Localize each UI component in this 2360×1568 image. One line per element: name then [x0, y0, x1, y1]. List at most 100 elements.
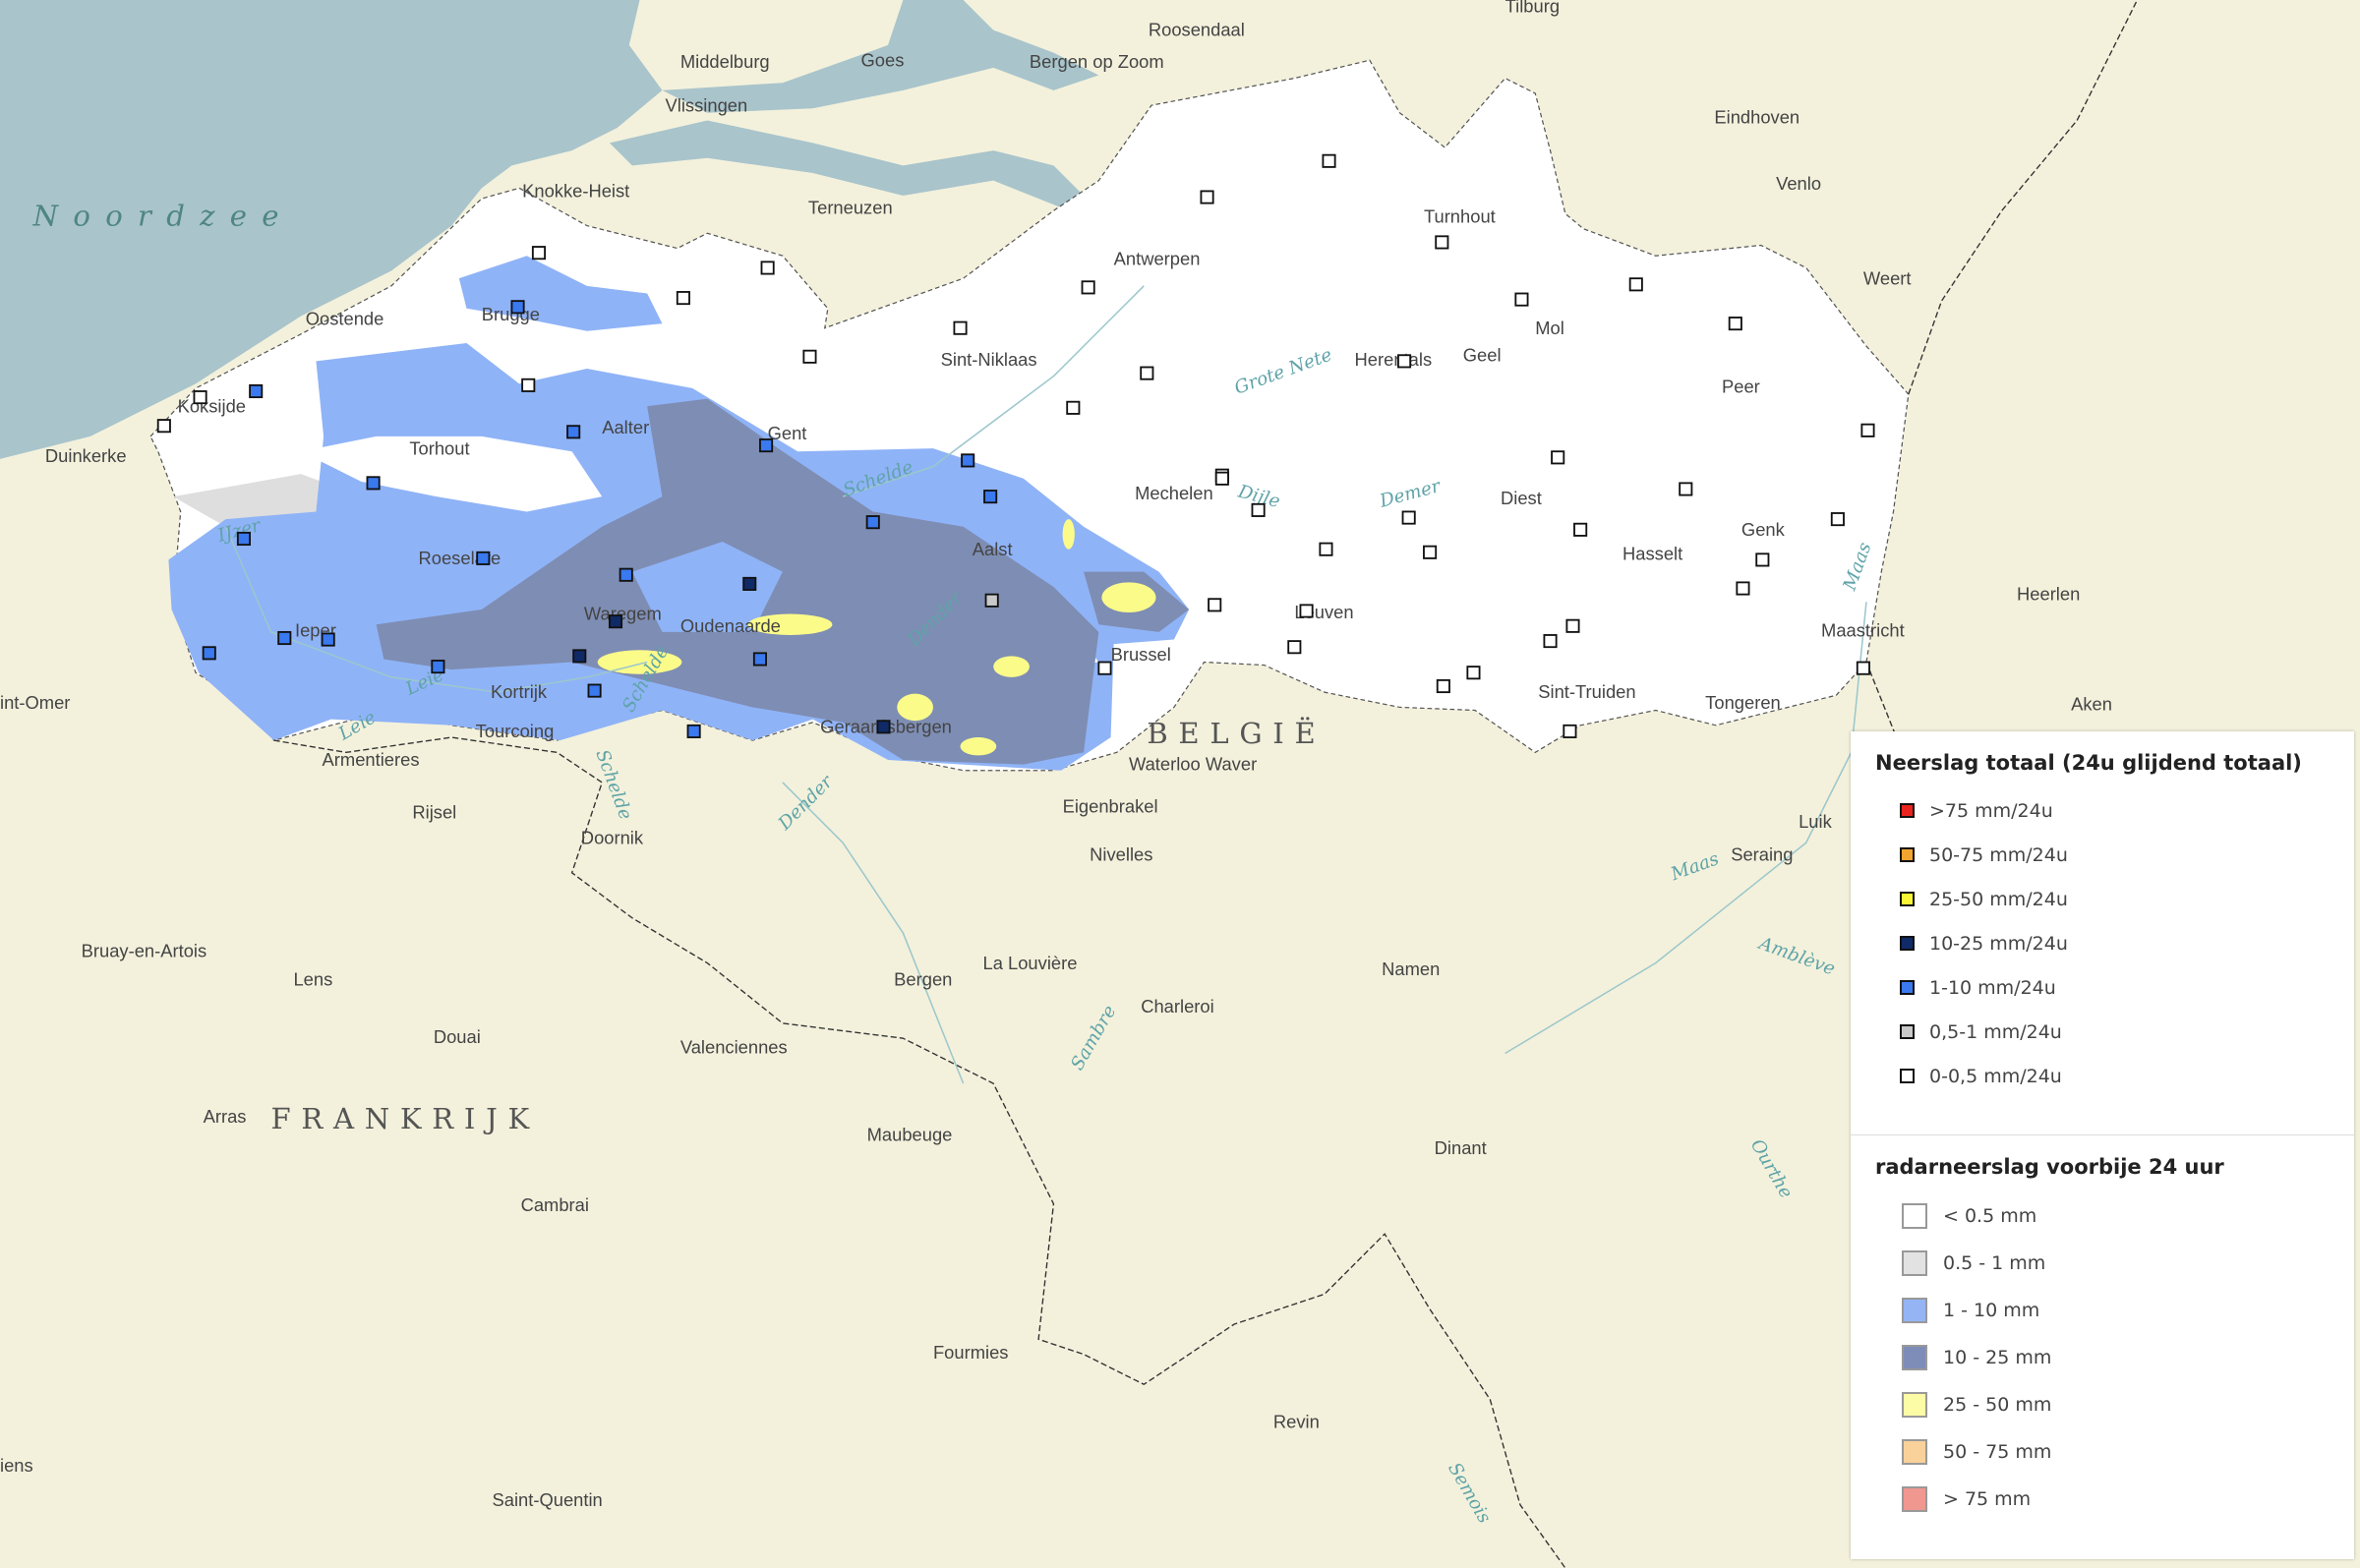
- gauge-station-marker[interactable]: [1097, 661, 1112, 675]
- gauge-station-marker[interactable]: [1066, 400, 1081, 415]
- gauge-station-marker[interactable]: [1628, 277, 1643, 292]
- city-label: Peer: [1722, 377, 1760, 397]
- gauge-station-marker[interactable]: [366, 476, 381, 491]
- gauge-station-marker[interactable]: [1251, 502, 1266, 517]
- gauge-station-marker[interactable]: [1728, 317, 1742, 331]
- gauge-station-marker[interactable]: [961, 453, 975, 468]
- gauge-station-marker[interactable]: [566, 425, 581, 439]
- city-label: Tourcoing: [476, 721, 555, 741]
- radar-legend: radarneerslag voorbije 24 uur < 0.5 mm 0.…: [1851, 1135, 2354, 1523]
- gauge-station-marker[interactable]: [321, 632, 335, 647]
- gauge-station-marker[interactable]: [193, 390, 207, 405]
- city-label: Aken: [2071, 693, 2112, 714]
- city-label: Bergen: [894, 969, 952, 990]
- gauge-station-marker[interactable]: [1299, 604, 1314, 618]
- rivers: [224, 285, 1867, 1084]
- city-label: Fourmies: [933, 1342, 1009, 1363]
- gauge-station-marker[interactable]: [587, 683, 602, 698]
- gauge-station-marker[interactable]: [865, 515, 880, 530]
- city-label: Mechelen: [1135, 483, 1213, 503]
- gauge-station-marker[interactable]: [608, 614, 623, 629]
- gauge-station-marker[interactable]: [1543, 634, 1558, 649]
- gauge-station-marker[interactable]: [686, 724, 701, 738]
- city-label: Vlissingen: [666, 94, 748, 115]
- gauge-station-marker[interactable]: [1573, 522, 1588, 537]
- gauge-station-marker[interactable]: [1200, 190, 1214, 204]
- gauge-station-marker[interactable]: [531, 246, 546, 261]
- gauge-station-marker[interactable]: [1435, 235, 1449, 250]
- gauge-station-marker[interactable]: [1081, 280, 1095, 295]
- gauge-station-marker[interactable]: [876, 720, 891, 734]
- city-label: Antwerpen: [1114, 248, 1201, 268]
- gauge-station-marker[interactable]: [742, 576, 757, 591]
- city-label: Venlo: [1776, 173, 1821, 194]
- gauge-station-marker[interactable]: [156, 419, 171, 434]
- gauge-station-marker[interactable]: [802, 349, 817, 364]
- city-label: Terneuzen: [808, 197, 893, 217]
- gauge-station-marker[interactable]: [1322, 153, 1336, 168]
- city-label: Oudenaarde: [680, 615, 781, 636]
- legend-swatch: [1900, 980, 1915, 995]
- legend-label: 10 - 25 mm: [1943, 1347, 2052, 1368]
- sea-noordzee: [0, 0, 663, 459]
- gauge-station-marker[interactable]: [431, 660, 445, 674]
- gauge-legend-item: 1-10 mm/24u: [1851, 965, 2354, 1010]
- gauge-station-marker[interactable]: [572, 649, 587, 664]
- city-label: Nivelles: [1090, 844, 1152, 865]
- gauge-station-marker[interactable]: [1287, 640, 1302, 655]
- gauge-station-marker[interactable]: [510, 300, 525, 315]
- city-label: Luik: [1799, 811, 1832, 832]
- gauge-station-marker[interactable]: [619, 567, 633, 582]
- city-label: La Louvière: [982, 953, 1077, 973]
- gauge-legend-item: 50-75 mm/24u: [1851, 833, 2354, 877]
- gauge-station-marker[interactable]: [249, 383, 264, 399]
- gauge-station-marker[interactable]: [984, 593, 999, 608]
- gauge-station-marker[interactable]: [983, 490, 998, 504]
- gauge-station-marker[interactable]: [752, 652, 767, 667]
- gauge-station-marker[interactable]: [1208, 598, 1222, 612]
- city-label: Eindhoven: [1714, 107, 1800, 128]
- gauge-station-marker[interactable]: [1423, 545, 1438, 559]
- legend-swatch: [1900, 803, 1915, 818]
- legend-label: > 75 mm: [1943, 1488, 2032, 1510]
- legend-swatch: [1902, 1345, 1927, 1370]
- gauge-station-marker[interactable]: [476, 551, 491, 565]
- gauge-legend-item: 10-25 mm/24u: [1851, 921, 2354, 965]
- gauge-station-marker[interactable]: [1319, 542, 1333, 556]
- gauge-station-marker[interactable]: [953, 320, 968, 335]
- gauge-station-marker[interactable]: [1736, 581, 1750, 596]
- legend-label: 0,5-1 mm/24u: [1929, 1020, 2062, 1043]
- legend-swatch: [1902, 1392, 1927, 1418]
- legend-swatch: [1902, 1250, 1927, 1276]
- gauge-station-marker[interactable]: [1214, 471, 1229, 486]
- gauge-station-marker[interactable]: [1755, 552, 1770, 567]
- gauge-station-marker[interactable]: [1860, 423, 1875, 437]
- gauge-station-marker[interactable]: [1551, 450, 1565, 465]
- gauge-station-marker[interactable]: [1565, 618, 1580, 633]
- radar-legend-item: < 0.5 mm: [1851, 1192, 2354, 1240]
- gauge-station-marker[interactable]: [1856, 661, 1870, 675]
- gauge-station-marker[interactable]: [202, 646, 216, 661]
- gauge-station-marker[interactable]: [1830, 512, 1845, 527]
- gauge-station-marker[interactable]: [1514, 292, 1529, 307]
- radar-legend-item: 1 - 10 mm: [1851, 1287, 2354, 1334]
- gauge-station-marker[interactable]: [1679, 482, 1693, 496]
- gauge-station-marker[interactable]: [521, 377, 536, 392]
- gauge-station-marker[interactable]: [277, 630, 292, 646]
- city-label: Tongeren: [1705, 692, 1781, 713]
- gauge-station-marker[interactable]: [1436, 678, 1450, 694]
- city-label: Waterloo Waver: [1129, 754, 1257, 775]
- gauge-station-marker[interactable]: [676, 291, 690, 306]
- gauge-station-marker[interactable]: [759, 438, 774, 453]
- gauge-station-marker[interactable]: [1401, 510, 1416, 525]
- gauge-station-marker[interactable]: [1466, 666, 1481, 680]
- city-label: Cambrai: [521, 1194, 589, 1215]
- city-label: Koksijde: [178, 395, 246, 416]
- gauge-station-marker[interactable]: [236, 531, 251, 547]
- gauge-station-marker[interactable]: [1563, 724, 1577, 738]
- gauge-station-marker[interactable]: [1140, 366, 1154, 380]
- legend-swatch: [1900, 892, 1915, 906]
- gauge-station-marker[interactable]: [760, 261, 775, 275]
- city-label: Lens: [293, 969, 332, 990]
- gauge-station-marker[interactable]: [1397, 354, 1412, 369]
